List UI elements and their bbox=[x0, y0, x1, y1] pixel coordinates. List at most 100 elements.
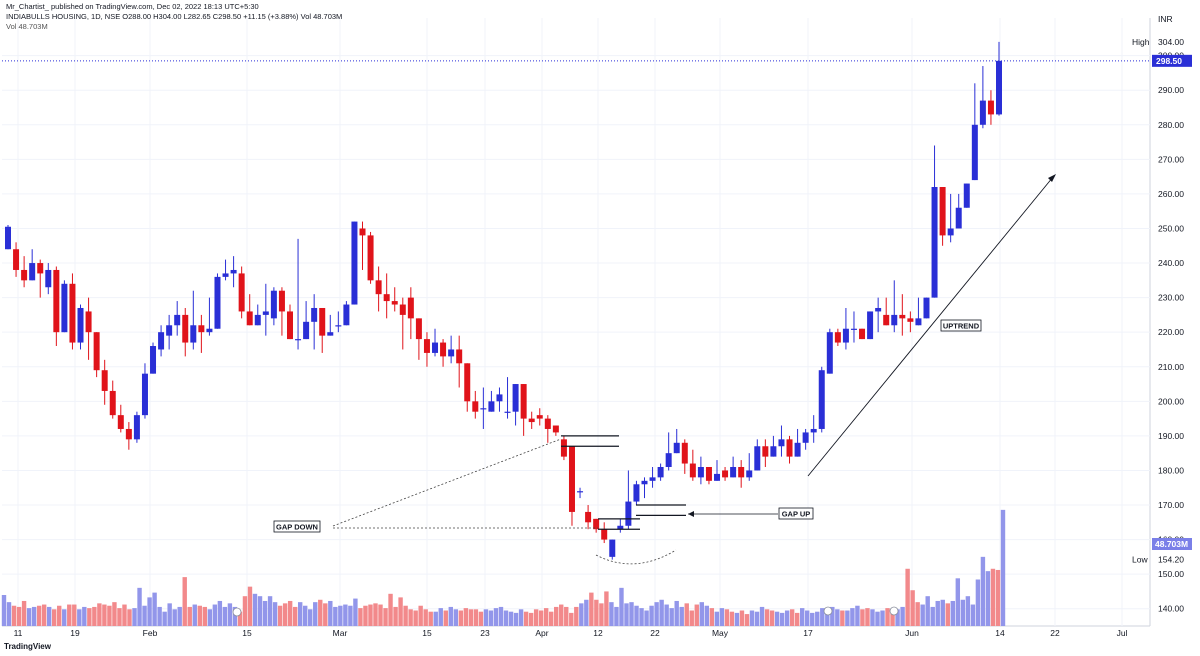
volume-bar bbox=[117, 608, 122, 626]
candle bbox=[649, 466, 656, 488]
candle bbox=[996, 41, 1002, 116]
volume-bar bbox=[799, 608, 805, 626]
candle bbox=[407, 287, 414, 340]
volume-bar bbox=[980, 556, 986, 626]
volume-bar bbox=[955, 578, 961, 626]
volume-bar bbox=[503, 610, 509, 626]
candle bbox=[673, 428, 680, 454]
candle-body bbox=[230, 269, 237, 274]
candle bbox=[842, 307, 849, 350]
time-axis[interactable]: 11 19 Feb 15 Mar 15 23 Apr 12 22 May 17 Jun 14 22 Jul bbox=[14, 628, 1128, 638]
volume-bar bbox=[749, 610, 755, 626]
volume-bar bbox=[694, 604, 699, 626]
volume-bar bbox=[207, 609, 213, 626]
volume-bar bbox=[237, 611, 243, 626]
candle-body bbox=[141, 373, 148, 416]
volume-bar bbox=[147, 597, 152, 626]
candle bbox=[182, 307, 189, 357]
candle-body bbox=[601, 529, 608, 540]
volume-bar bbox=[1000, 509, 1006, 626]
candle bbox=[206, 297, 213, 336]
candle bbox=[955, 193, 962, 229]
candle-body bbox=[21, 269, 28, 281]
candle bbox=[21, 256, 28, 288]
candle-body bbox=[657, 466, 664, 478]
candle-body bbox=[423, 339, 430, 353]
y-tick-label: 190.00 bbox=[1158, 431, 1184, 441]
candle-body bbox=[850, 328, 857, 330]
volume-bar bbox=[87, 608, 92, 626]
candle bbox=[859, 328, 866, 340]
volume-bar bbox=[664, 604, 669, 626]
volume-bar bbox=[102, 604, 107, 626]
volume-bar bbox=[609, 602, 614, 626]
volume-bar bbox=[152, 592, 157, 626]
volume-bar bbox=[338, 605, 343, 626]
candle bbox=[722, 466, 729, 481]
candle-body bbox=[448, 349, 455, 357]
volume-bar bbox=[639, 608, 644, 626]
candle-body bbox=[673, 442, 680, 454]
volume-bar bbox=[423, 609, 428, 626]
x-tick-label: Jun bbox=[905, 628, 919, 638]
volume-bar bbox=[122, 604, 127, 626]
candle bbox=[568, 446, 575, 526]
candle bbox=[13, 242, 20, 277]
candle bbox=[335, 311, 342, 333]
candle bbox=[907, 311, 914, 333]
volume-bar bbox=[313, 602, 318, 626]
candle-body bbox=[947, 228, 954, 236]
candle bbox=[150, 342, 157, 374]
candle bbox=[818, 366, 825, 433]
candle-body bbox=[125, 428, 132, 440]
volume-bar bbox=[222, 606, 228, 626]
volume-bar bbox=[574, 606, 579, 626]
volume-bar bbox=[393, 606, 398, 626]
candle-body bbox=[593, 518, 600, 530]
volume-bar bbox=[835, 609, 840, 626]
candle bbox=[923, 297, 930, 319]
candle bbox=[560, 435, 567, 461]
candle-body bbox=[440, 342, 447, 357]
volume-bar bbox=[62, 609, 67, 626]
volume-bar bbox=[443, 610, 448, 626]
candle-body bbox=[246, 311, 253, 326]
candle-body bbox=[609, 539, 616, 557]
candle bbox=[504, 377, 511, 419]
candle bbox=[850, 311, 857, 343]
candle-body bbox=[93, 332, 100, 371]
volume-bar bbox=[559, 604, 564, 626]
volume-bar bbox=[794, 612, 800, 626]
volume-bar bbox=[840, 610, 845, 626]
candle bbox=[641, 477, 648, 499]
candle bbox=[286, 304, 293, 340]
candle-body bbox=[810, 428, 817, 433]
last-price-tag bbox=[1152, 54, 1192, 67]
volume-bar bbox=[614, 606, 619, 626]
candle-body bbox=[319, 307, 326, 336]
volume-bar bbox=[704, 605, 710, 626]
candle-body bbox=[568, 446, 575, 512]
volume-bar bbox=[162, 611, 167, 626]
candle bbox=[609, 539, 616, 560]
tradingview-logo[interactable]: TradingView bbox=[4, 642, 51, 651]
candle-body bbox=[456, 349, 463, 364]
candle bbox=[512, 384, 519, 426]
volume-bar bbox=[31, 606, 37, 626]
candle-body bbox=[512, 384, 519, 412]
volume-bar bbox=[830, 606, 835, 626]
candle bbox=[488, 390, 495, 412]
x-tick-label: 14 bbox=[995, 628, 1005, 638]
earnings-marker-icon-circle bbox=[232, 607, 242, 617]
candle-body bbox=[262, 311, 269, 315]
candle bbox=[536, 408, 543, 426]
candle-body bbox=[480, 408, 487, 410]
price-axis[interactable]: 140.00150.00160.00170.00180.00190.00200.… bbox=[1132, 14, 1192, 614]
volume-bar bbox=[318, 599, 323, 626]
candle bbox=[665, 432, 672, 471]
volume-bar bbox=[784, 610, 790, 626]
volume-bar bbox=[488, 610, 494, 626]
volume-bar bbox=[945, 603, 950, 626]
candle-body bbox=[335, 325, 342, 327]
